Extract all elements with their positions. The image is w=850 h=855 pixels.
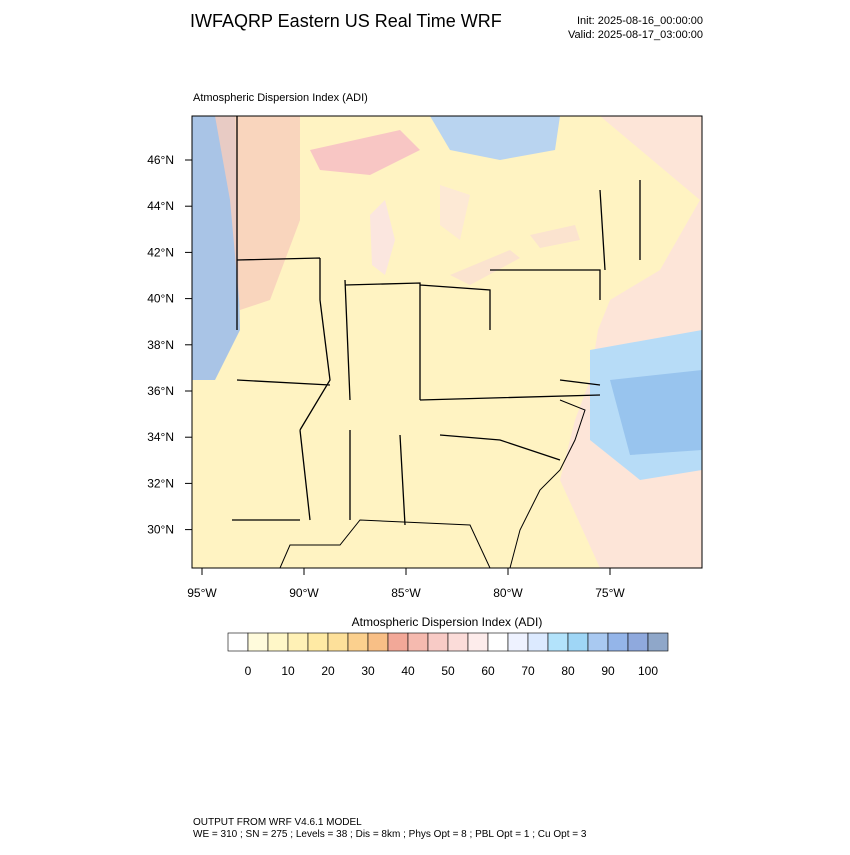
lon-tick-label: 80°W bbox=[493, 586, 523, 600]
state-borders bbox=[232, 116, 641, 568]
lake-michigan bbox=[370, 200, 395, 275]
colorbar-box bbox=[307, 632, 329, 652]
colorbar-box bbox=[447, 632, 469, 652]
colorbar-box bbox=[367, 632, 389, 652]
lon-tick-label: 95°W bbox=[187, 586, 217, 600]
colorbar-box bbox=[387, 632, 409, 652]
colorbar-box bbox=[287, 632, 309, 652]
lat-tick-label: 34°N bbox=[147, 430, 174, 444]
lon-tick-label: 85°W bbox=[391, 586, 421, 600]
lat-tick-label: 40°N bbox=[147, 292, 174, 306]
colorbar-tick-label: 70 bbox=[521, 664, 535, 678]
lat-ticks: 46°N 44°N 42°N 40°N 38°N 36°N 34°N 32°N 30°N bbox=[147, 153, 192, 537]
lat-tick-label: 46°N bbox=[147, 153, 174, 167]
lake-superior bbox=[310, 130, 420, 175]
lon-tick-label: 90°W bbox=[289, 586, 319, 600]
map-field bbox=[192, 116, 702, 568]
lat-tick-label: 30°N bbox=[147, 523, 174, 537]
lat-tick-label: 32°N bbox=[147, 476, 174, 490]
lat-tick-label: 44°N bbox=[147, 199, 174, 213]
colorbar-tick-label: 80 bbox=[561, 664, 575, 678]
lon-tick-label: 75°W bbox=[595, 586, 625, 600]
colorbar-tick-label: 0 bbox=[245, 664, 252, 678]
colorbar-title: Atmospheric Dispersion Index (ADI) bbox=[352, 615, 543, 629]
colorbar-box bbox=[407, 632, 429, 652]
colorbar-box bbox=[227, 632, 249, 652]
colorbar-tick-label: 20 bbox=[321, 664, 335, 678]
lake-erie bbox=[450, 250, 520, 285]
footer-line2: WE = 310 ; SN = 275 ; Levels = 38 ; Dis … bbox=[193, 829, 587, 840]
colorbar-box bbox=[587, 632, 609, 652]
colorbar-box bbox=[607, 632, 629, 652]
valid-time: Valid: 2025-08-17_03:00:00 bbox=[568, 29, 703, 41]
lat-tick-label: 36°N bbox=[147, 384, 174, 398]
colorbar-box bbox=[247, 632, 269, 652]
colorbar-box bbox=[347, 632, 369, 652]
colorbar-box bbox=[627, 632, 649, 652]
colorbar-tick-label: 10 bbox=[281, 664, 295, 678]
colorbar-box bbox=[527, 632, 549, 652]
colorbar-box bbox=[647, 632, 669, 652]
map-title: Atmospheric Dispersion Index (ADI) bbox=[193, 92, 368, 104]
lat-tick-label: 38°N bbox=[147, 338, 174, 352]
colorbar-box bbox=[467, 632, 489, 652]
ocean-blue-deep bbox=[610, 370, 702, 455]
colorbar-box bbox=[547, 632, 569, 652]
colorbar-box bbox=[567, 632, 589, 652]
colorbar-tick-label: 50 bbox=[441, 664, 455, 678]
colorbar-box bbox=[267, 632, 289, 652]
colorbar-tick-label: 40 bbox=[401, 664, 415, 678]
init-time: Init: 2025-08-16_00:00:00 bbox=[577, 15, 703, 27]
colorbar-box bbox=[487, 632, 509, 652]
lake-superior-region bbox=[430, 116, 560, 160]
colorbar-box bbox=[327, 632, 349, 652]
field-west-pink bbox=[215, 116, 300, 310]
colorbar-tick-label: 30 bbox=[361, 664, 375, 678]
lake-huron bbox=[440, 185, 470, 240]
colorbar-tick-label: 100 bbox=[638, 664, 658, 678]
colorbar-tick-label: 60 bbox=[481, 664, 495, 678]
colorbar: 0 10 20 30 40 50 60 70 80 90 100 bbox=[227, 632, 669, 678]
lake-ontario bbox=[530, 225, 580, 248]
title: IWFAQRP Eastern US Real Time WRF bbox=[190, 11, 502, 31]
colorbar-box bbox=[507, 632, 529, 652]
footer-line1: OUTPUT FROM WRF V4.6.1 MODEL bbox=[193, 817, 362, 828]
lat-tick-label: 42°N bbox=[147, 245, 174, 259]
colorbar-tick-label: 90 bbox=[601, 664, 615, 678]
lon-ticks: 95°W 90°W 85°W 80°W 75°W bbox=[187, 568, 625, 600]
map-frame bbox=[191, 115, 703, 569]
colorbar-box bbox=[427, 632, 449, 652]
